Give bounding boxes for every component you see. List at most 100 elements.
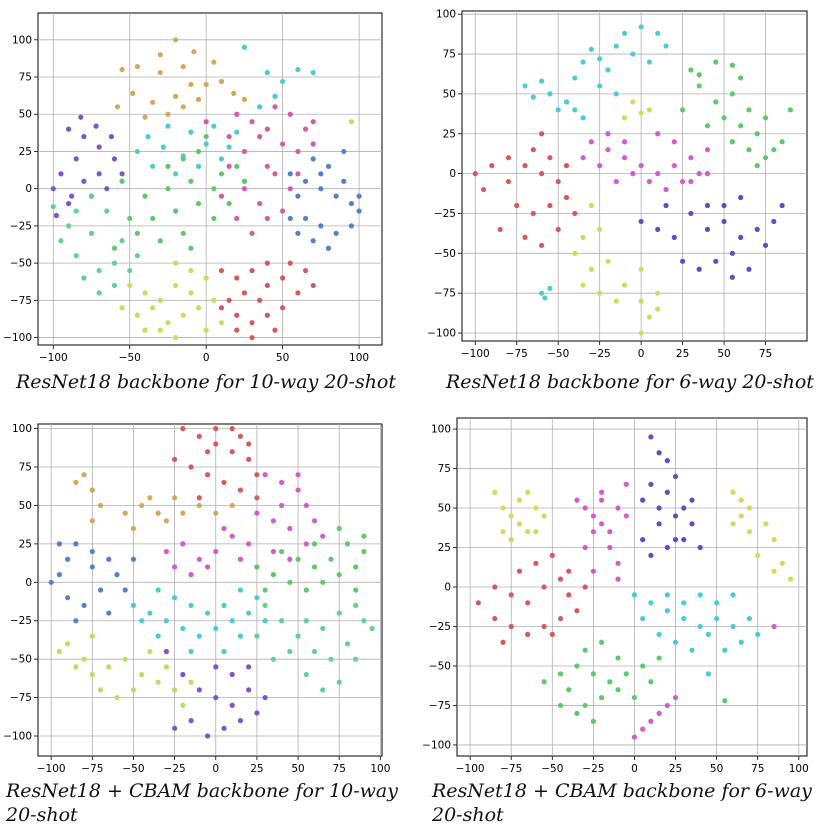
data-point bbox=[163, 664, 169, 670]
data-point bbox=[771, 568, 777, 574]
data-point bbox=[310, 119, 316, 125]
data-point bbox=[264, 282, 270, 289]
y-tick-label: −100 bbox=[427, 328, 456, 340]
data-point bbox=[729, 274, 735, 280]
data-point bbox=[738, 497, 744, 503]
data-point bbox=[111, 260, 118, 266]
cluster-series-2 bbox=[134, 44, 316, 177]
data-point bbox=[196, 687, 202, 693]
data-point bbox=[280, 275, 286, 281]
data-point bbox=[630, 51, 636, 57]
scatter-panel-4: −100 −75 −50 −25 0 25 50 75 100 −100 −75 −50 −25 0 25 5… bbox=[422, 417, 809, 775]
data-point bbox=[489, 163, 495, 169]
x-tick-label: −50 bbox=[547, 348, 569, 360]
data-point bbox=[303, 618, 309, 624]
data-point bbox=[229, 449, 235, 455]
data-point bbox=[195, 200, 202, 207]
data-point bbox=[229, 618, 235, 624]
data-point bbox=[663, 202, 669, 209]
data-point bbox=[656, 450, 662, 456]
data-point bbox=[655, 171, 661, 177]
data-point bbox=[590, 671, 596, 677]
data-point bbox=[648, 481, 654, 487]
data-point bbox=[640, 663, 646, 669]
data-point bbox=[122, 587, 128, 593]
data-point bbox=[615, 576, 621, 582]
data-point bbox=[295, 290, 301, 296]
data-point bbox=[638, 110, 644, 116]
data-point bbox=[134, 230, 140, 236]
data-point bbox=[500, 505, 506, 511]
data-point bbox=[336, 679, 342, 685]
data-point bbox=[237, 718, 244, 724]
data-point bbox=[688, 178, 694, 185]
data-point bbox=[303, 541, 309, 547]
data-point bbox=[180, 671, 186, 678]
y-tick-label: −75 bbox=[434, 288, 456, 300]
data-point bbox=[226, 163, 232, 169]
data-point bbox=[195, 163, 202, 169]
y-tick-label: −25 bbox=[429, 621, 451, 633]
x-tick-label: −100 bbox=[37, 763, 66, 775]
data-point bbox=[246, 456, 252, 462]
data-point bbox=[303, 587, 309, 593]
data-point bbox=[681, 600, 687, 606]
data-point bbox=[65, 641, 71, 647]
data-point bbox=[142, 327, 148, 333]
data-point bbox=[738, 639, 744, 645]
data-point bbox=[295, 171, 301, 177]
data-point bbox=[615, 560, 621, 566]
data-point bbox=[111, 156, 118, 162]
data-point bbox=[48, 579, 54, 585]
data-point bbox=[681, 505, 687, 511]
x-tick-label: −50 bbox=[541, 763, 563, 775]
data-point bbox=[318, 223, 324, 229]
data-point bbox=[81, 656, 87, 662]
data-point bbox=[590, 718, 596, 724]
cluster-series-4 bbox=[111, 133, 247, 251]
data-point bbox=[139, 502, 145, 509]
data-point bbox=[599, 639, 605, 645]
data-point bbox=[180, 510, 186, 516]
data-point bbox=[196, 633, 202, 639]
data-point bbox=[173, 334, 179, 341]
data-point bbox=[648, 679, 654, 685]
data-point bbox=[249, 119, 255, 125]
data-point bbox=[671, 163, 677, 169]
cluster-series-5 bbox=[130, 587, 268, 655]
data-point bbox=[241, 44, 247, 50]
data-point bbox=[145, 133, 151, 140]
data-point bbox=[580, 59, 586, 65]
data-point bbox=[295, 148, 301, 155]
data-point bbox=[188, 245, 194, 251]
data-point bbox=[114, 104, 121, 110]
data-point bbox=[139, 671, 145, 678]
data-point bbox=[234, 275, 240, 281]
data-point bbox=[280, 305, 286, 311]
data-point bbox=[566, 568, 572, 574]
data-point bbox=[280, 78, 286, 85]
data-point bbox=[262, 587, 268, 593]
data-point bbox=[188, 464, 194, 470]
data-point bbox=[631, 734, 638, 740]
data-point bbox=[738, 513, 744, 519]
y-tick-label: −75 bbox=[429, 700, 451, 712]
data-point bbox=[234, 312, 240, 318]
data-point bbox=[130, 90, 136, 96]
data-point bbox=[226, 297, 232, 303]
data-point bbox=[163, 648, 169, 655]
data-point bbox=[574, 608, 580, 614]
data-point bbox=[590, 513, 596, 519]
data-point bbox=[492, 584, 498, 590]
data-point bbox=[336, 572, 342, 578]
data-point bbox=[754, 131, 760, 137]
data-point bbox=[582, 647, 588, 653]
plot-area bbox=[37, 423, 383, 757]
data-point bbox=[580, 155, 586, 161]
data-point bbox=[278, 618, 285, 624]
data-point bbox=[541, 623, 547, 630]
data-point bbox=[336, 610, 342, 616]
data-point bbox=[180, 541, 186, 547]
data-point bbox=[163, 548, 169, 555]
data-point bbox=[196, 433, 202, 439]
